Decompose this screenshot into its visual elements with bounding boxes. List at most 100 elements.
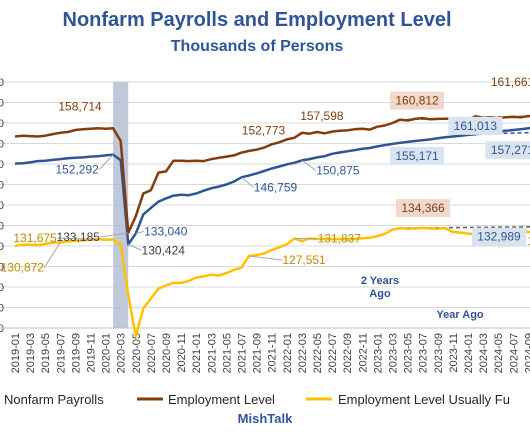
- y-tick-label: 0: [0, 303, 4, 315]
- nonfarm-payrolls-line: [14, 126, 530, 246]
- annotation-year-ago: Year Ago: [436, 309, 484, 321]
- data-label: 150,875: [316, 163, 360, 177]
- x-tick-label: 2023-07: [418, 333, 430, 373]
- y-tick-label: 0: [0, 221, 4, 233]
- label-connector: [241, 176, 254, 188]
- data-label: 161,013: [454, 119, 498, 133]
- legend-label-fulltime: Employment Level Usually Fu: [338, 392, 510, 407]
- data-label: 131,675: [13, 231, 57, 245]
- data-label-box: [485, 141, 530, 160]
- reference-line-nonfarm-year-ago: [475, 131, 530, 135]
- x-tick-label: 2021-09: [252, 333, 264, 373]
- x-tick-label: 2019-05: [40, 333, 52, 373]
- data-label: 146,759: [254, 180, 298, 194]
- x-tick-label: 2023-09: [433, 333, 445, 373]
- x-tick-label: 2022-01: [282, 333, 294, 373]
- x-tick-label: 2019-09: [70, 333, 82, 373]
- x-tick-label: 2022-07: [327, 333, 339, 373]
- y-tick-label: 0: [0, 282, 4, 294]
- y-tick-label: 0: [0, 118, 4, 130]
- x-tick-label: 2024-05: [493, 333, 505, 373]
- series-lines: [14, 114, 530, 338]
- label-connector: [135, 231, 144, 235]
- x-tick-label: 2023-01: [372, 333, 384, 373]
- x-tick-label: 2022-03: [297, 333, 309, 373]
- x-tick-label: 2020-03: [116, 333, 128, 373]
- x-tick-label: 2021-05: [221, 333, 233, 373]
- data-label: 127,551: [282, 253, 326, 267]
- data-label: 152,773: [242, 124, 286, 138]
- data-label: 152,292: [55, 163, 99, 177]
- fulltime-employment-line: [14, 226, 530, 338]
- y-tick-label: 0: [0, 323, 4, 335]
- legend: Nonfarm Payrolls Employment Level Employ…: [4, 392, 510, 407]
- x-tick-label: 2024-03: [478, 333, 490, 373]
- x-tick-label: 2024-07: [508, 333, 520, 373]
- y-tick-label: 0: [0, 241, 4, 253]
- data-label-box: [471, 227, 527, 246]
- chart-title: Nonfarm Payrolls and Employment Level: [63, 9, 452, 31]
- x-tick-label: 2024-09: [523, 333, 530, 373]
- x-tick-label: 2021-01: [191, 333, 203, 373]
- y-tick-label: 0: [0, 159, 4, 171]
- x-tick-label: 2020-05: [131, 333, 143, 373]
- data-label: 131,837: [318, 231, 362, 245]
- y-tick-label: 0: [0, 262, 4, 274]
- legend-label-employment: Employment Level: [168, 392, 275, 407]
- x-tick-label: 2020-11: [176, 333, 188, 373]
- data-label: 155,171: [395, 149, 439, 163]
- x-tick-label: 2020-07: [146, 333, 158, 373]
- x-tick-label: 2020-09: [161, 333, 173, 373]
- y-tick-label: 0: [0, 77, 4, 89]
- x-axis-tick-labels: 2019-01 2019-03 2019-05 2019-07 2019-09 2019-…: [0, 327, 530, 373]
- x-tick-label: 2023-05: [403, 333, 415, 373]
- data-label: 161,661: [491, 75, 530, 89]
- data-label: 133,648: [528, 234, 530, 248]
- label-connector: [43, 242, 61, 268]
- x-tick-label: 2021-03: [206, 333, 218, 373]
- label-connector: [248, 255, 283, 261]
- annotations: 2 Years Ago Year Ago: [361, 275, 484, 321]
- data-label-box: [389, 91, 445, 110]
- data-label: 133,040: [144, 225, 188, 239]
- source-label: MishTalk: [238, 411, 293, 426]
- data-label-box: [389, 146, 445, 165]
- x-tick-label: 2022-05: [312, 333, 324, 373]
- legend-label-nonfarm: Nonfarm Payrolls: [4, 392, 104, 407]
- annotation-ago: Ago: [369, 288, 391, 300]
- data-label-box: [448, 116, 503, 135]
- x-tick-label: 2022-11: [357, 333, 369, 373]
- label-connector: [100, 232, 129, 238]
- data-label: 132,989: [477, 230, 521, 244]
- x-tick-label: 2019-03: [25, 333, 37, 373]
- data-label: 134,366: [401, 201, 445, 215]
- x-tick-label: 2019-07: [55, 333, 67, 373]
- label-connector: [57, 237, 99, 240]
- x-tick-label: 2023-11: [448, 333, 460, 373]
- y-tick-label: 0: [0, 139, 4, 151]
- x-tick-label: 2022-09: [342, 333, 354, 373]
- x-tick-label: 2023-03: [388, 333, 400, 373]
- y-tick-label: 0: [0, 180, 4, 192]
- reference-lines: [400, 115, 530, 229]
- label-connector: [301, 160, 317, 171]
- data-label: 130,424: [142, 243, 186, 257]
- data-label: 157,271: [491, 143, 530, 157]
- label-connectors: [43, 154, 318, 268]
- data-label: 157,598: [300, 109, 344, 123]
- label-connector: [98, 154, 114, 170]
- y-axis-tick-labels: 0 0 0 0 0 0 0 0 0 0 0 0 0: [0, 77, 4, 335]
- data-label: 130,872: [1, 260, 45, 274]
- data-label: 133,185: [57, 230, 101, 244]
- data-label-box: [395, 199, 451, 218]
- x-tick-label: 2020-01: [101, 333, 113, 373]
- x-tick-label: 2019-11: [86, 333, 98, 373]
- y-tick-label: 0: [0, 98, 4, 110]
- x-tick-label: 2024-01: [463, 333, 475, 373]
- label-connector: [128, 243, 142, 251]
- data-label: 160,812: [395, 94, 439, 108]
- gridlines: [0, 81, 530, 329]
- x-tick-label: 2021-07: [237, 333, 249, 373]
